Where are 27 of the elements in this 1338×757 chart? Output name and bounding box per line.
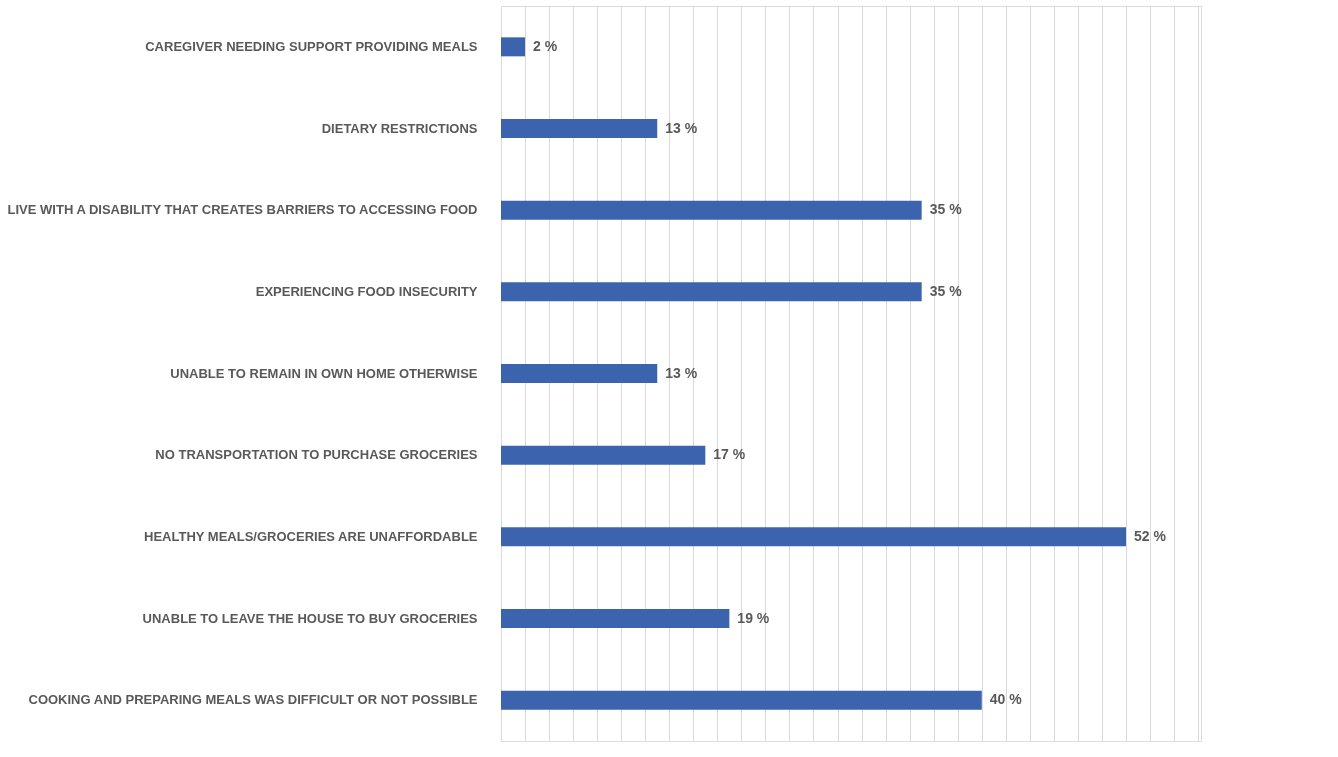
data-label: 35 % <box>929 201 963 218</box>
data-label: 13 % <box>665 364 698 381</box>
y-tick-label: HEALTHY MEALS/GROCERIES ARE UNAFFORDABLE <box>144 528 478 544</box>
data-label: 13 % <box>665 119 698 136</box>
bar <box>501 119 658 138</box>
y-tick-label: NO TRANSPORTATION TO PURCHASE GROCERIES <box>155 447 478 463</box>
y-tick-label: UNABLE TO REMAIN IN OWN HOME OTHERWISE <box>170 365 478 381</box>
bar <box>501 200 922 220</box>
data-label: 35 % <box>929 282 963 299</box>
data-label: 17 % <box>713 446 746 463</box>
y-tick-label: CAREGIVER NEEDING SUPPORT PROVIDING MEALS <box>145 38 478 54</box>
bar <box>501 690 982 710</box>
bar <box>501 445 706 465</box>
data-label: 19 % <box>737 609 770 626</box>
y-tick-label: UNABLE TO LEAVE THE HOUSE TO BUY GROCERIES <box>142 610 478 626</box>
data-label: 40 % <box>989 691 1023 708</box>
y-tick-label: DIETARY RESTRICTIONS <box>321 120 478 136</box>
bar <box>501 527 1126 547</box>
bar <box>501 364 658 383</box>
bar <box>501 37 526 57</box>
y-tick-label: LIVE WITH A DISABILITY THAT CREATES BARRIERS TO ACCESSING FOOD <box>7 202 478 218</box>
y-tick-label: EXPERIENCING FOOD INSECURITY <box>255 283 478 299</box>
data-label: 52 % <box>1134 527 1167 544</box>
data-label: 2 % <box>533 37 558 54</box>
bar <box>501 282 922 302</box>
y-tick-label: COOKING AND PREPARING MEALS WAS DIFFICULT OR NOT POSSIBLE <box>28 692 478 708</box>
bar <box>501 609 730 628</box>
